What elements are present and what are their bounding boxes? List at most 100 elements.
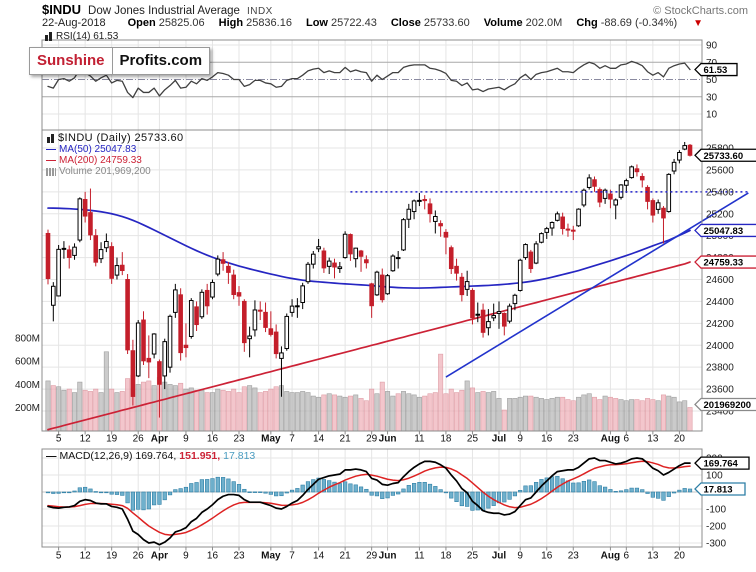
volume-bar — [72, 392, 78, 432]
symbol: $INDU — [42, 2, 82, 17]
volume-bar — [512, 398, 518, 432]
candle — [199, 291, 205, 318]
candle — [613, 199, 619, 206]
macd-histogram-bar — [210, 478, 215, 493]
candle — [310, 253, 316, 265]
volume-bar — [204, 392, 210, 432]
candle — [411, 200, 417, 213]
candle — [491, 315, 496, 319]
candle — [501, 312, 507, 327]
candle — [157, 361, 162, 385]
value-callouts: 61.53 25733.60 25047.83 24759.33 201969200 16… — [694, 62, 756, 496]
svg-text:14: 14 — [313, 434, 325, 445]
volume-bar — [194, 389, 200, 432]
axis-value-callout — [694, 482, 746, 496]
macd-signal-value: 151.951, — [179, 450, 221, 462]
candle — [348, 234, 353, 255]
svg-text:23: 23 — [233, 434, 245, 445]
svg-text:26: 26 — [133, 551, 145, 562]
macd-histogram-bar — [146, 491, 151, 510]
svg-text:Apr: Apr — [151, 551, 168, 562]
macd-histogram-bar — [189, 483, 194, 493]
macd-histogram-bar — [677, 489, 682, 493]
macd-histogram-bar — [523, 485, 528, 493]
svg-text:30: 30 — [706, 92, 718, 103]
candle — [337, 266, 343, 270]
axis-value-callout — [694, 148, 756, 162]
macd-histogram-bar — [263, 491, 268, 494]
candle — [395, 257, 401, 260]
svg-text:16: 16 — [207, 434, 219, 445]
candle — [555, 213, 560, 221]
svg-text:24000: 24000 — [706, 341, 734, 352]
volume-bar — [209, 392, 215, 432]
quote-change: Chg -88.69 (-0.34%) — [576, 16, 678, 29]
volume-bar — [676, 401, 682, 432]
candle — [194, 306, 199, 326]
volume-bar — [411, 394, 417, 432]
candle — [661, 207, 666, 219]
volume-bar — [491, 391, 497, 432]
candle — [66, 249, 72, 258]
macd-histogram-bar — [687, 488, 693, 493]
volume-bar — [438, 353, 444, 432]
candle — [401, 219, 406, 251]
svg-text:16: 16 — [541, 551, 553, 562]
candle — [677, 151, 682, 161]
volume-bar — [178, 382, 184, 432]
macd-histogram-bar — [571, 482, 576, 493]
quote-row: 22-Aug-2018 Open 25825.06 High 25836.16 Lo… — [42, 17, 748, 29]
svg-text:Jun: Jun — [379, 551, 397, 562]
candle — [220, 259, 226, 264]
candle — [448, 247, 454, 270]
volume-bar — [480, 391, 486, 432]
macd-histogram-bar — [136, 491, 141, 510]
quote-open: Open 25825.06 — [127, 16, 205, 29]
macd-histogram-bar — [45, 491, 51, 494]
volume-bar — [549, 398, 555, 432]
macd-histogram-bar — [252, 491, 258, 493]
candle — [61, 247, 67, 250]
volume-bar — [353, 394, 359, 432]
volume-bar — [454, 392, 460, 432]
svg-text:25: 25 — [467, 551, 479, 562]
candle — [114, 265, 120, 276]
candle — [406, 208, 412, 220]
main-legend: $INDU (Daily) 25733.60 — MA(50) 25047.83… — [46, 133, 184, 177]
macd-histogram-bar — [353, 484, 358, 493]
candle — [464, 281, 470, 290]
candle — [671, 161, 677, 172]
macd-histogram-bar — [656, 491, 661, 499]
macd-histogram-bar — [417, 482, 422, 493]
volume-bar — [98, 392, 104, 432]
svg-text:9: 9 — [183, 434, 189, 445]
macd-histogram-bar — [369, 491, 374, 496]
candle — [332, 262, 337, 268]
candle — [295, 305, 300, 308]
svg-text:13: 13 — [647, 434, 659, 445]
macd-histogram-bar — [576, 482, 581, 493]
candle — [173, 289, 178, 313]
macd-histogram-bar — [279, 491, 284, 497]
svg-text:25400: 25400 — [706, 187, 734, 198]
volume-bar — [523, 395, 529, 432]
svg-text:23: 23 — [233, 551, 245, 562]
volume-bar — [289, 392, 295, 432]
macd-histogram-bar — [284, 491, 289, 494]
volume-bar — [172, 385, 178, 432]
ma200-label: MA(200) 24759.33 — [59, 155, 142, 166]
volume-bar — [247, 385, 253, 432]
candles-layer — [45, 141, 693, 418]
quote-volume: Volume 202.0M — [483, 16, 563, 29]
macd-histogram-bar — [438, 489, 443, 493]
volume-bar — [241, 386, 247, 432]
candle — [496, 311, 502, 314]
macd-name: MACD(12,26,9) 169.764, — [59, 450, 177, 462]
macd-histogram-bar — [433, 486, 438, 493]
svg-text:20: 20 — [674, 551, 686, 562]
volume-bar — [199, 389, 205, 432]
volume-bar — [326, 393, 332, 432]
candle — [167, 315, 173, 368]
volume-bar — [273, 386, 279, 432]
volume-bar — [220, 389, 226, 432]
